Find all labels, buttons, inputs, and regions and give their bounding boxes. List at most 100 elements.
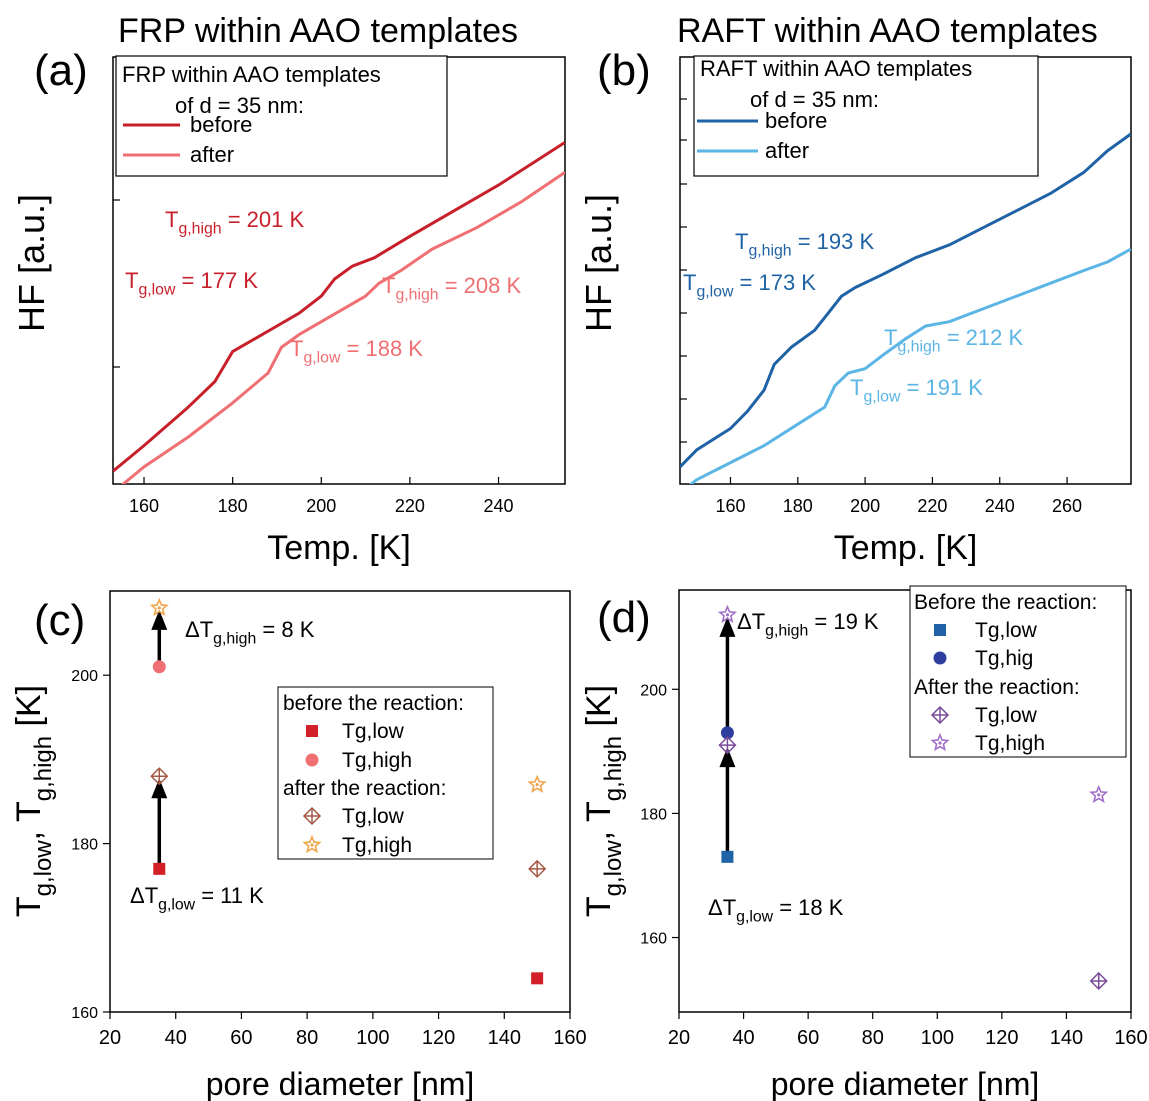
panel-c-delta-annotation-2: ΔTg,low = 11 K [130,883,264,914]
panel-c-y-axis-label-part-4: [K] [10,685,48,736]
panel-d-legend-marker-before-tglow-shape [934,624,946,636]
panel-d-point-after-tglow-shape [718,736,737,755]
panel-b-annotation-3-subscript: g,high [897,339,940,356]
panel-c-legend-marker-before-tghigh-shape [305,753,319,767]
panel-d-legend-marker-after-tglow-shape [930,705,950,725]
panel-b-annotation-4-value: = 191 K [900,375,983,400]
panel-d-x-tick-label: 140 [1050,1027,1083,1049]
panel-b-annotation-1: Tg,high = 193 K [735,229,874,260]
panel-c-delta-annotation-1-symbol: ΔT [185,617,213,642]
panel-b-series-after-line [688,247,1131,484]
panel-a-y-axis-label-group: HF [a.u.] [11,194,52,332]
panel-d-x-tick-label: 40 [732,1027,754,1049]
panel-a-annotation-3-subscript: g,high [395,287,438,304]
panel-c-x-tick-label: 60 [230,1027,252,1049]
panel-b-x-tick-label: 160 [715,496,745,516]
panel-b-y-axis-label: HF [a.u.] [578,194,619,332]
panel-d-point-after-tghigh [1089,784,1109,803]
panel-c-y-tick-label: 160 [71,1005,98,1022]
panel-c-point-after-tghigh-center [535,783,539,787]
panel-b-series-before-line [680,132,1131,468]
panel-a-legend-title-2: of d = 35 nm: [175,93,304,118]
panel-c-x-tick-label: 40 [165,1027,187,1049]
panel-c-x-tick-label: 140 [488,1027,521,1049]
panel-d-legend-marker-before-tghig-shape [933,651,947,665]
panel-d-shift-arrow-head [719,747,736,768]
panel-c-legend-marker-after-tglow-shape [302,806,322,826]
panel-a-x-tick-label: 180 [218,496,248,516]
panel-c-y-axis-label-part-0: T [10,896,48,917]
panel-d-legend-box [909,585,1127,758]
panel-c-point-after-tghigh-shape [149,597,169,616]
panel-c-x-tick-label: 20 [99,1027,121,1049]
panel-d-x-axis-label: pore diameter [nm] [771,1066,1040,1101]
panel-d-shift-arrow-head [719,616,736,637]
panel-b-annotation-4: Tg,low = 191 K [850,375,983,406]
panel-a-x-tick-label: 200 [306,496,336,516]
panel-c-legend-entry: Tg,high [342,834,412,857]
panel-a-series-before-line [113,141,565,473]
panel-d-point-before-tglow [721,850,734,863]
panel-d-delta-annotation-1: ΔTg,high = 19 K [737,609,879,640]
panel-d-plot-frame [678,589,1132,1013]
panel-d-point-before-tghig-shape [720,726,734,740]
panel-a-x-tick-label: 160 [129,496,159,516]
panel-b-y-axis-label-group: HF [a.u.] [578,194,619,332]
panel-a-annotation-2-symbol: T [125,268,138,293]
panel-c-legend-marker-after-tghigh [302,834,322,854]
panel-c-point-after-tglow-shape [150,767,169,786]
panel-b-x-axis-label: Temp. [K] [834,529,978,567]
panel-d-point-after-tglow-shape [1089,971,1108,991]
panel-c-legend-marker-before-tghigh [305,753,319,767]
panel-d-label: (d) [597,593,651,642]
panel-c-point-after-tglow [150,767,169,786]
panel-d-x-tick-label: 100 [921,1027,954,1049]
panel-c-y-axis-label-part-3: g,high [30,736,57,801]
panel-a-annotation-4-value: = 188 K [340,336,423,361]
panel-c-legend-marker-after-tghigh-shape [302,834,322,854]
panel-b-annotation-3-symbol: T [884,325,897,350]
panel-a-annotation-1: Tg,high = 201 K [165,207,304,238]
panel-d-x-tick-label: 20 [668,1027,690,1049]
panel-d-legend-marker-after-tglow [930,705,950,725]
panel-b-annotation-1-symbol: T [735,229,748,254]
panel-b-annotation-2-value: = 173 K [733,270,816,295]
panel-b-annotation-2-symbol: T [683,270,696,295]
panel-d-y-tick-label: 160 [640,931,667,948]
panel-b-x-tick-label: 180 [783,496,813,516]
panel-a-y-axis-label: HF [a.u.] [11,194,52,332]
panel-b-legend-title-2: of d = 35 nm: [750,87,879,112]
panel-c-y-axis-label-text: Tg,low, Tg,high [K] [10,685,57,917]
panel-b-x-tick-label: 260 [1052,496,1082,516]
panel-a-annotation-3-symbol: T [382,273,395,298]
panel-c-x-tick-label: 100 [356,1027,389,1049]
panel-a-annotation-1-subscript: g,high [178,221,221,238]
panel-d-legend-marker-after-tghigh-shape [930,732,950,752]
panel-d-y-tick-label: 180 [640,806,667,823]
panel-d-delta-annotation-2-value: = 18 K [773,895,844,920]
panel-c-legend-entry: Tg,low [342,805,405,828]
panel-c-delta-annotation-1-subscript: g,high [213,631,256,648]
panel-c-point-before-tglow-shape [153,862,166,875]
panel-b-annotation-2: Tg,low = 173 K [683,270,816,301]
panel-a-annotation-2-subscript: g,low [138,282,176,299]
panel-d-legend-marker-after-tghigh-center [938,741,942,745]
panel-c-label: (c) [34,596,85,645]
panel-d-y-axis-label: Tg,low, Tg,high [K] [580,685,627,917]
panel-c-point-after-tglow [528,859,547,878]
panel-d-legend-marker-before-tghig [933,651,947,665]
panel-c-point-before-tghigh [152,660,166,674]
panel-b-legend-entry-before: before [765,108,827,133]
panel-b-annotation-1-value: = 193 K [792,229,875,254]
panel-b-legend-title-1: RAFT within AAO templates [700,56,972,81]
panel-d-delta-annotation-2-symbol: ΔT [708,895,736,920]
panel-d-x-tick-label: 160 [1114,1027,1147,1049]
panel-d-y-axis-label-part-3: g,high [600,736,627,801]
panel-d-legend-heading-1: Before the reaction: [914,591,1097,614]
panel-c-legend-heading-2: after the reaction: [283,777,446,800]
panel-d-delta-annotation-1-symbol: ΔT [737,609,765,634]
panel-d-delta-annotation-1-value: = 19 K [808,609,879,634]
panel-d-point-after-tghigh-center [725,613,730,617]
panel-d-point-after-tghigh-center [1097,793,1101,797]
